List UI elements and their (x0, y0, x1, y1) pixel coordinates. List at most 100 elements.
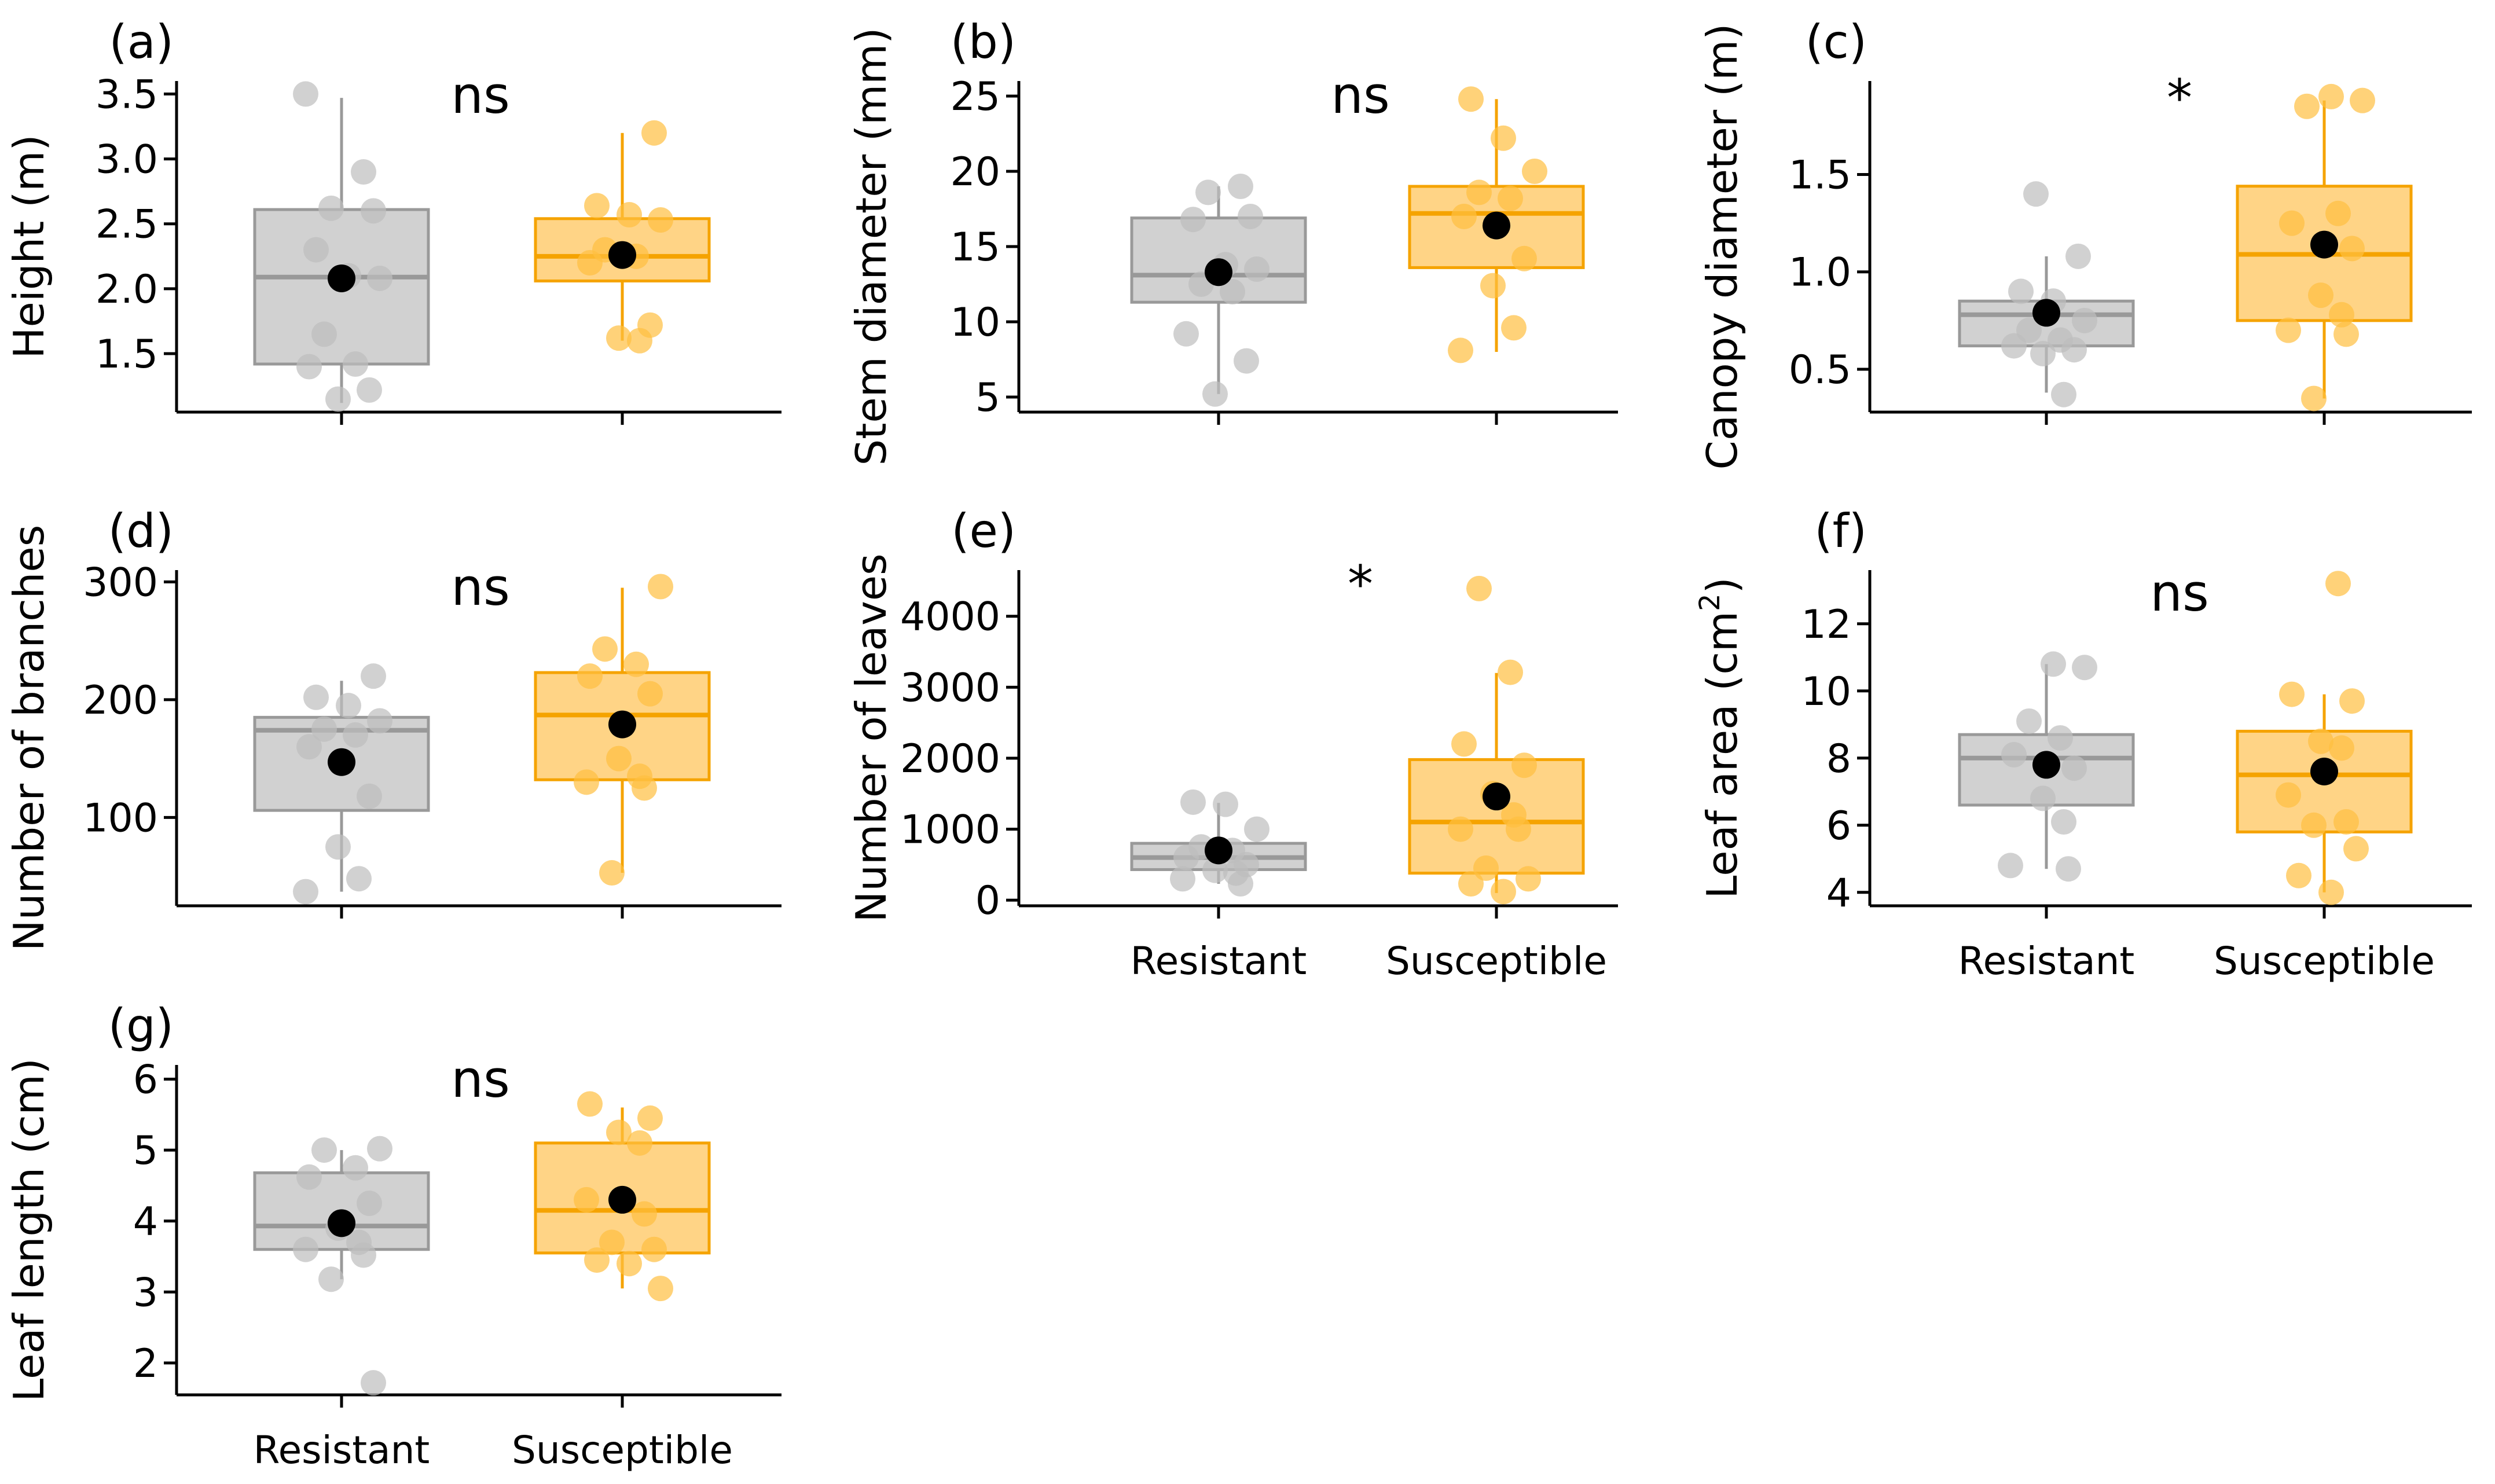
data-point (367, 708, 392, 734)
data-point (632, 775, 657, 801)
data-point (1501, 315, 1527, 341)
data-point (318, 195, 344, 221)
panel-label: (d) (108, 504, 174, 558)
data-point (1244, 256, 1269, 282)
data-point (325, 386, 351, 412)
y-tick-label: 20 (950, 149, 1000, 195)
data-point (367, 265, 392, 291)
y-tick-label: 10 (950, 300, 1000, 346)
panel-g: 2 3 4 5 6 Resistant Susceptible Leaf length (cm… (5, 999, 781, 1472)
data-point (2276, 782, 2301, 808)
data-point (623, 651, 649, 677)
data-point (1170, 866, 1195, 892)
box-group-resistant (1130, 174, 1307, 407)
box-group-susceptible (1408, 575, 1585, 905)
data-point (311, 716, 337, 742)
data-point (357, 783, 382, 809)
data-point (2023, 181, 2049, 207)
data-point (577, 250, 603, 276)
significance-label: * (2167, 68, 2192, 128)
box-group-resistant (253, 1136, 430, 1396)
data-point (1213, 791, 1238, 817)
data-point (617, 1251, 642, 1277)
mean-point (2032, 299, 2060, 327)
data-point (2041, 651, 2066, 677)
box-group-susceptible (2236, 83, 2413, 412)
data-point (637, 681, 663, 707)
data-point (1516, 866, 1541, 892)
data-point (2279, 210, 2305, 236)
data-point (2001, 333, 2027, 359)
panel-label: (g) (108, 999, 174, 1053)
panel-e: 0 1000 2000 3000 4000 Resistant Susceptible Num… (847, 504, 1618, 983)
data-point (2329, 735, 2354, 761)
y-tick-label: 2000 (900, 736, 1000, 782)
mean-point (1205, 258, 1232, 286)
data-point (2325, 200, 2351, 226)
data-point (2333, 321, 2359, 347)
data-point (2051, 381, 2076, 407)
data-point (2061, 337, 2087, 363)
mean-point (1483, 783, 1510, 811)
data-point (1238, 204, 1263, 229)
y-tick-label: 25 (950, 74, 1000, 120)
y-tick-label: 4 (133, 1199, 158, 1245)
data-point (296, 1164, 322, 1190)
data-point (2325, 571, 2351, 597)
y-tick-label: 10 (1801, 669, 1851, 715)
data-point (367, 1136, 392, 1162)
data-point (1180, 789, 1206, 815)
data-point (1466, 179, 1492, 205)
data-point (2072, 655, 2097, 681)
mean-point (608, 710, 636, 739)
data-point (2065, 243, 2091, 269)
data-point (606, 1119, 632, 1145)
data-point (2048, 725, 2073, 751)
data-point (1180, 207, 1206, 233)
y-tick-label: 3.5 (96, 72, 158, 117)
data-point (1202, 381, 1228, 407)
data-point (318, 1266, 344, 1292)
data-point (2343, 836, 2369, 862)
data-point (627, 1130, 652, 1156)
data-point (599, 1229, 625, 1255)
x-category-label: Susceptible (512, 1428, 733, 1472)
data-point (296, 734, 322, 760)
y-tick-label: 5 (975, 375, 1000, 421)
box-group-susceptible (1408, 86, 1585, 363)
panel-label: (e) (951, 504, 1016, 558)
box-group-susceptible (2236, 571, 2413, 905)
mean-point (328, 748, 355, 776)
data-point (1458, 870, 1484, 897)
data-point (2056, 856, 2081, 882)
mean-point (1205, 836, 1232, 865)
data-point (617, 202, 642, 228)
data-point (293, 879, 318, 905)
data-point (1458, 86, 1484, 112)
data-point (2286, 862, 2311, 888)
data-point (641, 1236, 667, 1262)
data-point (584, 193, 610, 219)
data-point (325, 834, 351, 860)
data-point (577, 663, 603, 689)
data-point (361, 663, 386, 689)
panel-label: (a) (109, 15, 174, 69)
data-point (2339, 688, 2365, 714)
data-point (2001, 742, 2027, 767)
y-tick-label: 6 (1826, 803, 1851, 849)
data-point (351, 1242, 376, 1268)
mean-point (608, 1185, 636, 1214)
x-category-label: Susceptible (2214, 939, 2435, 983)
data-point (1451, 731, 1477, 757)
y-tick-label: 1000 (900, 807, 1000, 853)
data-point (1998, 853, 2023, 879)
data-point (1498, 185, 1523, 211)
data-point (351, 159, 376, 185)
y-tick-label: 8 (1826, 736, 1851, 782)
data-point (574, 769, 599, 795)
data-point (2350, 87, 2375, 113)
data-point (311, 1137, 337, 1163)
y-tick-label: 2 (133, 1341, 158, 1387)
data-point (1173, 844, 1199, 870)
